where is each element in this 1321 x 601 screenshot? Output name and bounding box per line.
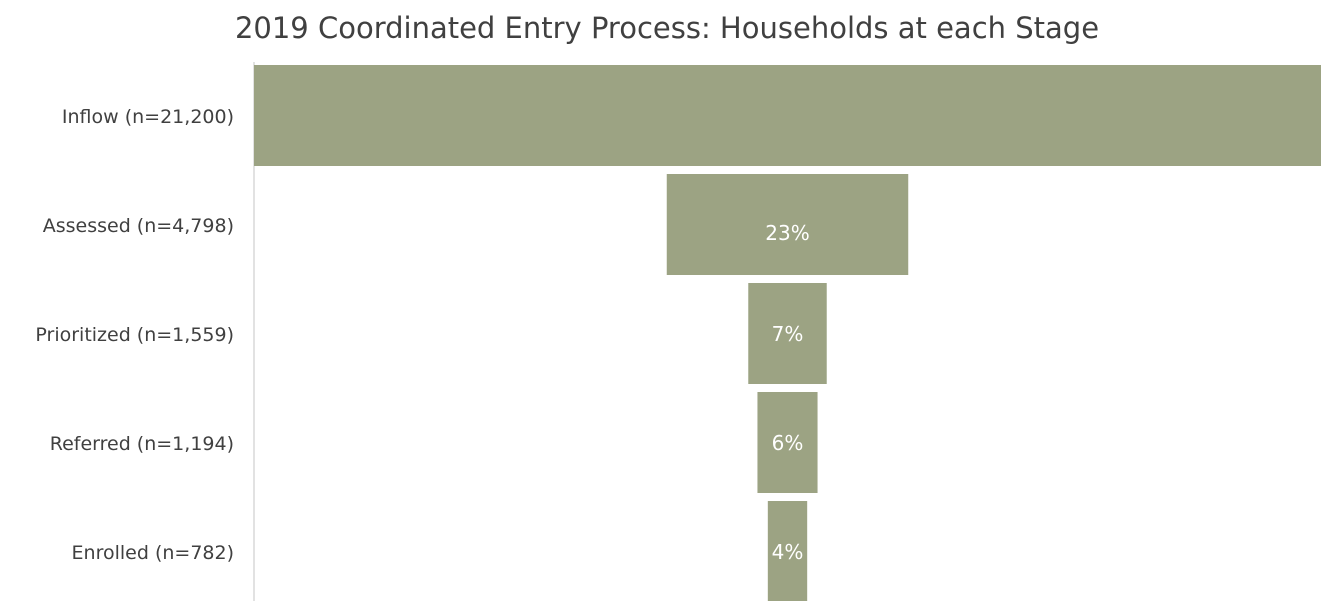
share-label: 23% bbox=[765, 221, 809, 245]
funnel-bar bbox=[767, 501, 808, 601]
category-label: Prioritized (n=1,559) bbox=[35, 324, 234, 346]
funnel-bar bbox=[757, 392, 818, 493]
funnel-bar bbox=[666, 174, 909, 275]
share-label: 6% bbox=[772, 431, 804, 455]
share-label: 7% bbox=[772, 322, 804, 346]
funnel-bar bbox=[254, 65, 1321, 166]
chart-title: 2019 Coordinated Entry Process: Househol… bbox=[235, 11, 1099, 45]
funnel-bar bbox=[748, 283, 827, 384]
share-label: 4% bbox=[772, 540, 804, 564]
category-label: Referred (n=1,194) bbox=[50, 433, 234, 455]
category-label: Enrolled (n=782) bbox=[72, 542, 234, 564]
category-label: Assessed (n=4,798) bbox=[43, 215, 234, 237]
category-label: Inflow (n=21,200) bbox=[62, 106, 234, 128]
